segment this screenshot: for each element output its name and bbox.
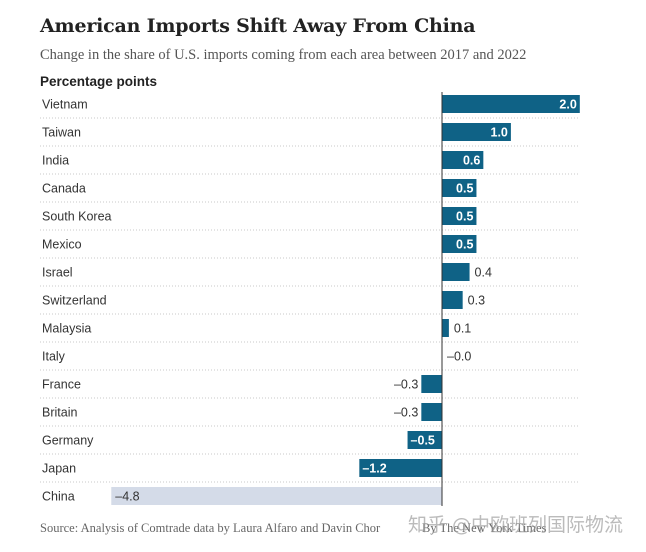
bar-vietnam <box>442 95 580 113</box>
bar-japan <box>359 459 442 477</box>
value-label-japan: –1.2 <box>362 462 386 476</box>
category-label-israel: Israel <box>42 266 73 280</box>
category-label-france: France <box>42 378 81 392</box>
value-label-canada: 0.5 <box>456 182 473 196</box>
category-label-south-korea: South Korea <box>42 210 112 224</box>
category-label-india: India <box>42 154 69 168</box>
value-label-france: –0.3 <box>394 378 418 392</box>
value-label-vietnam: 2.0 <box>559 98 576 112</box>
value-label-italy: –0.0 <box>447 350 471 364</box>
category-label-vietnam: Vietnam <box>42 98 88 112</box>
category-label-taiwan: Taiwan <box>42 126 81 140</box>
bar-britain <box>421 403 442 421</box>
bar-taiwan <box>442 123 511 141</box>
value-label-israel: 0.4 <box>475 266 492 280</box>
value-label-britain: –0.3 <box>394 406 418 420</box>
credit-note: By The New York Times <box>422 521 547 535</box>
category-label-japan: Japan <box>42 462 76 476</box>
value-label-taiwan: 1.0 <box>491 126 508 140</box>
category-label-china: China <box>42 490 75 504</box>
value-label-germany: –0.5 <box>411 434 435 448</box>
value-label-south-korea: 0.5 <box>456 210 473 224</box>
value-label-malaysia: 0.1 <box>454 322 471 336</box>
value-label-switzerland: 0.3 <box>468 294 485 308</box>
value-label-mexico: 0.5 <box>456 238 473 252</box>
chart-title: American Imports Shift Away From China <box>40 15 476 37</box>
chart-subtitle: Change in the share of U.S. imports comi… <box>40 47 527 63</box>
category-label-germany: Germany <box>42 434 94 448</box>
bar-switzerland <box>442 291 463 309</box>
watermark: 知乎 @中欧班列国际物流 <box>408 514 624 536</box>
value-label-india: 0.6 <box>463 154 480 168</box>
bar-malaysia <box>442 319 449 337</box>
source-note: Source: Analysis of Comtrade data by Lau… <box>40 521 381 535</box>
bar-israel <box>442 263 470 281</box>
category-label-malaysia: Malaysia <box>42 322 91 336</box>
value-label-china: –4.8 <box>115 490 139 504</box>
unit-label: Percentage points <box>40 74 158 89</box>
bar-canada <box>442 179 477 197</box>
category-label-canada: Canada <box>42 182 86 196</box>
bar-germany <box>407 431 442 449</box>
bar-india <box>442 151 484 169</box>
category-label-switzerland: Switzerland <box>42 294 107 308</box>
category-label-mexico: Mexico <box>42 238 82 252</box>
bar-mexico <box>442 235 477 253</box>
category-label-britain: Britain <box>42 406 77 420</box>
bar-france <box>421 375 442 393</box>
bar-china <box>111 487 442 505</box>
category-label-italy: Italy <box>42 350 66 364</box>
bar-south-korea <box>442 207 477 225</box>
